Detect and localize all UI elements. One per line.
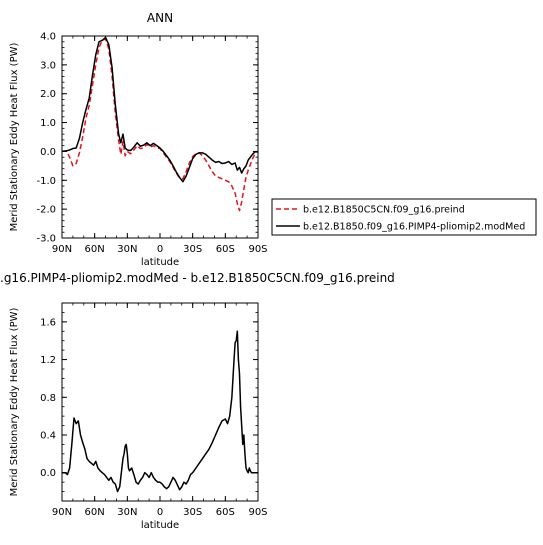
y-tick-label: 0.0 [40,147,56,158]
y-tick-label: 1.6 [40,317,56,328]
y-axis-label: Merid Stationary Eddy Heat Flux (PW) [9,43,20,232]
y-axis-label: Merid Stationary Eddy Heat Flux (PW) [9,308,20,497]
x-tick-label: 30N [117,507,137,518]
y-tick-label: 0.4 [40,431,56,442]
x-tick-label: 30S [183,244,202,255]
legend-box [271,198,537,236]
y-tick-label: 0.0 [40,468,56,479]
x-tick-label: 30S [183,507,202,518]
x-tick-label: 90N [52,244,72,255]
y-tick-label: 3.0 [40,60,56,71]
y-tick-label: 2.0 [40,89,56,100]
x-axis-label: latitude [141,257,179,268]
y-tick-label: 1.0 [40,118,56,129]
x-tick-label: 90S [248,507,267,518]
series-line-1-1 [62,38,258,212]
x-tick-label: 90S [248,244,267,255]
plot-frame-2 [61,302,259,502]
x-tick-label: 30N [117,244,137,255]
x-tick-label: 60S [216,244,235,255]
y-tick-label: 1.2 [40,355,56,366]
plot-frame-1 [61,35,259,239]
legend-label: b.e12.B1850.f09_g16.PIMP4-pliomip2.modMe… [303,222,525,233]
y-tick-label: -1.0 [36,176,56,187]
x-tick-label: 0 [157,244,163,255]
series-line-1-2 [62,36,258,183]
chart-title-2: .g16.PIMP4-pliomip2.modMed - b.e12.B1850… [0,271,395,285]
y-tick-label: -3.0 [36,234,56,245]
chart-title-1: ANN [147,11,173,25]
x-tick-label: 60N [85,244,105,255]
y-tick-label: 4.0 [40,32,56,43]
series-line-2-1 [62,330,258,493]
y-tick-label: -2.0 [36,205,56,216]
x-tick-label: 0 [157,507,163,518]
x-axis-label: latitude [141,520,179,531]
legend-label: b.e12.B1850C5CN.f09_g16.preind [303,205,465,216]
x-tick-label: 60S [216,507,235,518]
x-tick-label: 90N [52,507,72,518]
y-tick-label: 0.8 [40,393,56,404]
x-tick-label: 60N [85,507,105,518]
